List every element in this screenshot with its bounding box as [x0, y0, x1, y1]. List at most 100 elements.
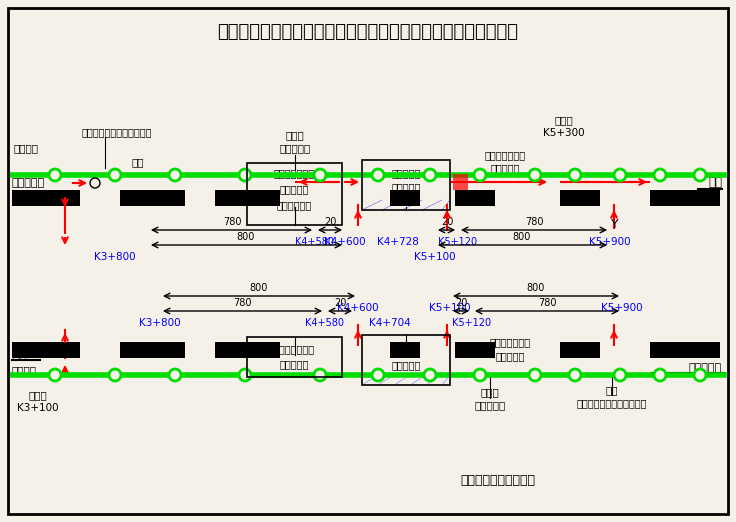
Circle shape: [474, 369, 486, 381]
Circle shape: [90, 178, 100, 188]
Circle shape: [614, 369, 626, 381]
Circle shape: [569, 169, 581, 181]
Text: K5+100: K5+100: [429, 303, 471, 313]
Text: 20: 20: [324, 217, 336, 227]
Bar: [215, 190, 280, 206]
Bar: [455, 190, 495, 206]
Circle shape: [424, 169, 436, 181]
Text: 焦柳下行线: 焦柳下行线: [12, 178, 45, 188]
Bar: [362, 335, 450, 385]
Text: K4+580: K4+580: [295, 237, 334, 247]
Circle shape: [694, 169, 706, 181]
Circle shape: [49, 369, 61, 381]
Text: 780: 780: [223, 217, 241, 227]
Text: （信号灯）: （信号灯）: [280, 359, 309, 369]
Circle shape: [49, 169, 61, 181]
Text: 栗勇: 栗勇: [132, 157, 144, 167]
Text: 转体及合龙: 转体及合龙: [392, 345, 421, 355]
Text: K5+900: K5+900: [601, 303, 643, 313]
Text: 沁阳: 沁阳: [708, 176, 722, 189]
Text: K4+600: K4+600: [337, 303, 379, 313]
Text: 人员行走路线: 人员行走路线: [277, 200, 312, 210]
Text: 20: 20: [334, 298, 346, 308]
Bar: [560, 342, 600, 358]
Circle shape: [372, 169, 384, 181]
Text: 段施工地点: 段施工地点: [392, 182, 421, 192]
Text: 780: 780: [233, 298, 251, 308]
Bar: [215, 342, 280, 358]
Circle shape: [654, 369, 666, 381]
Text: 20: 20: [441, 217, 453, 227]
Text: 移动停车信号牌: 移动停车信号牌: [274, 344, 315, 354]
Text: K3+800: K3+800: [139, 318, 181, 328]
Text: K4+600: K4+600: [324, 237, 366, 247]
Text: （信号灯）: （信号灯）: [280, 184, 309, 194]
Bar: [120, 342, 185, 358]
Bar: [390, 190, 420, 206]
Text: （信号灯）: （信号灯）: [490, 163, 520, 173]
Text: 焦作: 焦作: [12, 349, 26, 362]
Bar: [120, 190, 185, 206]
Circle shape: [569, 369, 581, 381]
Text: K5+100: K5+100: [414, 252, 456, 262]
Bar: [247, 163, 342, 225]
Circle shape: [169, 169, 181, 181]
Bar: [453, 174, 468, 190]
Circle shape: [614, 169, 626, 181]
Text: K4+704: K4+704: [369, 318, 411, 328]
Text: K3+800: K3+800: [94, 252, 136, 262]
Text: 780: 780: [525, 217, 543, 227]
Text: 20: 20: [455, 298, 467, 308]
Text: 苏瑞波: 苏瑞波: [286, 130, 305, 140]
Text: 移动停车信号牌: 移动停车信号牌: [274, 168, 315, 178]
Circle shape: [529, 169, 541, 181]
Text: 防护栅栏: 防护栅栏: [14, 143, 39, 153]
Text: （信号灯）: （信号灯）: [495, 351, 525, 361]
Text: 焦柳上行线: 焦柳上行线: [689, 363, 722, 373]
Text: 显示停车手信号的防护人员: 显示停车手信号的防护人员: [577, 398, 647, 408]
Text: 800: 800: [513, 232, 531, 242]
Text: K5+120: K5+120: [439, 237, 478, 247]
Text: K5+300: K5+300: [543, 128, 585, 138]
Circle shape: [239, 369, 251, 381]
Circle shape: [424, 369, 436, 381]
Circle shape: [314, 169, 326, 181]
Text: K4+728: K4+728: [377, 237, 419, 247]
Text: K4+580: K4+580: [305, 318, 344, 328]
Bar: [560, 190, 600, 206]
Text: 注：本图尺寸以米计。: 注：本图尺寸以米计。: [460, 473, 535, 487]
Circle shape: [109, 169, 121, 181]
Circle shape: [529, 369, 541, 381]
Bar: [650, 342, 720, 358]
Text: 800: 800: [250, 283, 268, 293]
Bar: [650, 190, 720, 206]
Text: 防护栅栏: 防护栅栏: [12, 365, 37, 375]
Text: 800: 800: [237, 232, 255, 242]
Bar: [12, 190, 80, 206]
Text: Y: Y: [611, 219, 619, 231]
Text: 移动停车信号牌: 移动停车信号牌: [489, 337, 531, 347]
Circle shape: [169, 369, 181, 381]
Text: 王家云: 王家云: [481, 387, 499, 397]
Bar: [247, 337, 342, 377]
Text: 作业门: 作业门: [29, 390, 47, 400]
Text: 移动停车信号牌: 移动停车信号牌: [484, 150, 526, 160]
Bar: [362, 160, 450, 210]
Text: 转体及合龙: 转体及合龙: [392, 168, 421, 178]
Text: 近端防护员: 近端防护员: [475, 400, 506, 410]
Text: 段施工地点: 段施工地点: [392, 360, 421, 370]
Circle shape: [239, 169, 251, 181]
Text: 780: 780: [538, 298, 556, 308]
Text: 800: 800: [527, 283, 545, 293]
Text: K5+900: K5+900: [590, 237, 631, 247]
Circle shape: [654, 169, 666, 181]
Circle shape: [694, 369, 706, 381]
Text: K3+100: K3+100: [17, 403, 59, 413]
Text: 作业门: 作业门: [555, 115, 573, 125]
Text: 近端防护员: 近端防护员: [280, 143, 311, 153]
Text: 显示停车手信号的防护人员: 显示停车手信号的防护人员: [82, 127, 152, 137]
Circle shape: [372, 369, 384, 381]
Circle shape: [314, 369, 326, 381]
Bar: [455, 342, 495, 358]
Text: 蒋伟: 蒋伟: [606, 385, 618, 395]
